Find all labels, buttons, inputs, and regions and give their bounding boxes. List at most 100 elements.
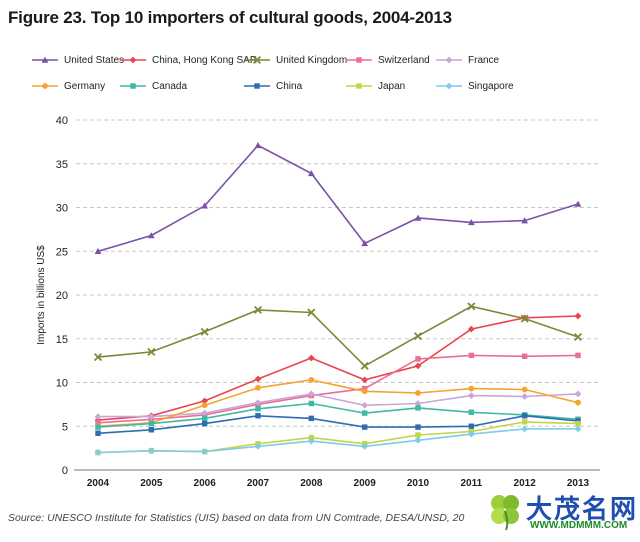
data-point — [413, 332, 423, 341]
x-tick-label: 2005 — [140, 478, 163, 489]
series-line — [97, 144, 579, 253]
source-note: Source: UNESCO Institute for Statistics … — [8, 512, 465, 524]
data-point — [147, 232, 155, 239]
y-tick-label: 30 — [56, 203, 68, 215]
data-point — [521, 393, 529, 400]
data-point — [147, 413, 155, 421]
x-tick-label: 2009 — [354, 478, 377, 489]
legend-item: Germany — [32, 78, 105, 94]
data-point — [467, 302, 476, 311]
legend-label: Switzerland — [378, 54, 430, 66]
data-point — [361, 424, 368, 430]
data-point — [255, 413, 261, 419]
data-point — [467, 218, 475, 226]
data-point — [308, 400, 315, 407]
legend-swatch-marker — [130, 83, 136, 89]
data-point — [308, 415, 315, 422]
y-tick-label: 35 — [56, 159, 68, 171]
data-point — [201, 415, 208, 422]
watermark-text: 大茂名网 — [526, 495, 639, 525]
data-point — [415, 424, 421, 430]
legend-label: France — [468, 54, 500, 66]
data-point — [573, 332, 583, 342]
data-point — [468, 423, 475, 429]
legend-item: China — [244, 78, 302, 94]
x-tick-label: 2011 — [460, 478, 482, 489]
data-point — [201, 448, 209, 456]
data-point — [255, 384, 261, 391]
x-tick-label: 2004 — [87, 478, 110, 489]
series-line — [97, 402, 579, 428]
legend-swatch-marker — [445, 82, 453, 90]
data-point — [307, 390, 315, 398]
legend-swatch-marker — [356, 83, 362, 89]
legend-swatch-marker — [445, 56, 453, 64]
data-point — [574, 390, 582, 398]
legend-swatch-icon — [32, 56, 58, 63]
y-tick-label: 20 — [56, 290, 68, 302]
data-point — [307, 437, 315, 445]
legend-label: Germany — [64, 80, 106, 92]
legend-item: Canada — [120, 78, 187, 94]
data-point — [521, 386, 528, 393]
y-tick-label: 0 — [62, 465, 68, 477]
data-point — [254, 442, 262, 450]
data-point — [415, 432, 421, 438]
legend-item: France — [436, 52, 499, 68]
y-tick-label: 10 — [56, 378, 68, 390]
data-point — [93, 353, 103, 362]
data-point — [575, 352, 581, 359]
data-point — [254, 399, 262, 407]
data-point — [360, 361, 369, 370]
data-point — [468, 409, 475, 415]
x-tick-label: 2006 — [194, 478, 217, 489]
series-line — [97, 414, 579, 435]
legend-swatch-icon — [346, 57, 372, 63]
data-point — [414, 400, 422, 407]
data-point — [94, 247, 102, 254]
legend-swatch-icon — [436, 82, 462, 90]
data-point — [361, 442, 369, 450]
series-line — [97, 354, 579, 424]
data-point — [254, 375, 262, 383]
series-line — [97, 379, 579, 428]
data-point — [574, 312, 582, 320]
data-point — [94, 449, 102, 456]
data-point — [201, 409, 209, 417]
legend-label: Singapore — [468, 80, 514, 92]
legend-swatch-marker — [356, 57, 362, 63]
y-axis-label: Imports in billions US$ — [36, 245, 47, 345]
data-point — [414, 362, 422, 370]
data-point — [201, 397, 209, 405]
legend-item: United Kingdom — [244, 52, 347, 68]
data-point — [95, 420, 101, 426]
data-point — [253, 305, 263, 314]
legend-swatch-marker — [252, 55, 262, 65]
data-point — [361, 388, 368, 395]
data-point — [361, 376, 369, 384]
data-point — [521, 413, 528, 419]
data-point — [308, 376, 315, 383]
legend-item: Switzerland — [346, 52, 430, 68]
data-point — [521, 425, 529, 433]
chart-title: Figure 23. Top 10 importers of cultural … — [8, 8, 452, 27]
data-point — [307, 169, 315, 177]
data-point — [521, 217, 529, 224]
series-line — [97, 305, 579, 367]
legend-label: United Kingdom — [276, 54, 348, 66]
legend-item: Singapore — [436, 78, 514, 94]
legend-item: Japan — [346, 78, 405, 94]
data-point — [201, 402, 208, 409]
data-point — [574, 425, 582, 433]
data-point — [520, 314, 529, 323]
data-point — [521, 419, 528, 425]
data-point — [414, 436, 422, 444]
x-tick-label: 2012 — [514, 478, 537, 489]
y-tick-label: 15 — [56, 334, 68, 346]
series-line — [97, 428, 578, 454]
legend-swatch-icon — [244, 55, 270, 65]
plot-area: 0 5 10 15 20 25 30 35 40 2004 2005 2006 2007 2008 2009… — [36, 115, 600, 489]
legend-swatch-marker — [42, 83, 48, 89]
x-tick-label: 2013 — [567, 478, 590, 489]
